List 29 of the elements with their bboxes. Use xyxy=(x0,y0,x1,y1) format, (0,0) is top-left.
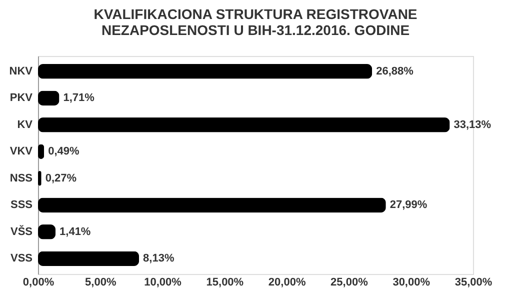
x-tick-label: 0,00% xyxy=(22,276,54,288)
chart-title: KVALIFIKACIONA STRUKTURA REGISTROVANE NEZAPOSLENOSTI U BIH-31.12.2016. GODINE xyxy=(94,6,418,38)
data-label: 8,13% xyxy=(143,252,174,265)
data-label: 33,13% xyxy=(454,118,492,131)
bar xyxy=(38,64,372,79)
x-tick-label: 10,00% xyxy=(144,276,182,288)
data-label: 27,99% xyxy=(390,199,428,212)
y-tick-label: SSS xyxy=(10,199,32,212)
y-tick-label: NKV xyxy=(9,65,34,78)
data-label: 1,41% xyxy=(60,226,91,238)
data-label: 26,88% xyxy=(376,65,414,78)
data-label: 0,49% xyxy=(48,146,80,158)
x-tick-label: 15,00% xyxy=(206,276,244,288)
y-tick-label: KV xyxy=(17,118,34,131)
y-tick-label: NSS xyxy=(10,172,32,184)
bar xyxy=(38,251,140,266)
x-tick-label: 30,00% xyxy=(392,276,430,288)
data-label: 0,27% xyxy=(45,172,77,184)
y-tick-label: VŠS xyxy=(10,224,32,238)
x-tick-label: 25,00% xyxy=(330,276,368,288)
bar xyxy=(38,118,450,132)
x-tick-label: 5,00% xyxy=(85,276,116,288)
data-label: 1,71% xyxy=(63,92,95,104)
y-tick-label: PKV xyxy=(10,92,34,104)
y-tick-label: VSS xyxy=(10,252,32,265)
x-tick-label: 35,00% xyxy=(454,276,492,288)
x-tick-label: 20,00% xyxy=(268,276,306,288)
y-tick-label: VKV xyxy=(10,146,34,158)
bar xyxy=(38,198,386,212)
